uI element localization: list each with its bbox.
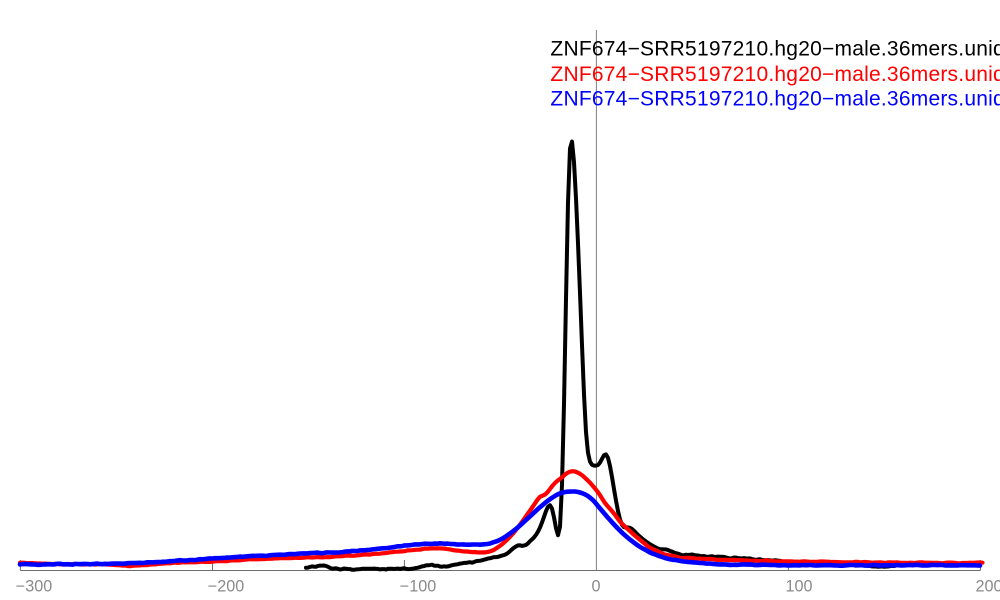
- svg-text:−200: −200: [208, 578, 244, 596]
- svg-text:ZNF674−SRR5197210.hg20−male.36: ZNF674−SRR5197210.hg20−male.36mers.uniqu…: [550, 38, 1000, 61]
- svg-text:−100: −100: [400, 578, 436, 596]
- svg-text:ZNF674−SRR5197210.hg20−male.36: ZNF674−SRR5197210.hg20−male.36mers.uniqu…: [550, 87, 1000, 110]
- svg-text:−300: −300: [16, 578, 52, 596]
- svg-text:100: 100: [785, 578, 812, 596]
- svg-text:ZNF674−SRR5197210.hg20−male.36: ZNF674−SRR5197210.hg20−male.36mers.uniqu…: [550, 63, 1000, 86]
- svg-text:0: 0: [591, 578, 600, 596]
- svg-text:200: 200: [975, 578, 1000, 596]
